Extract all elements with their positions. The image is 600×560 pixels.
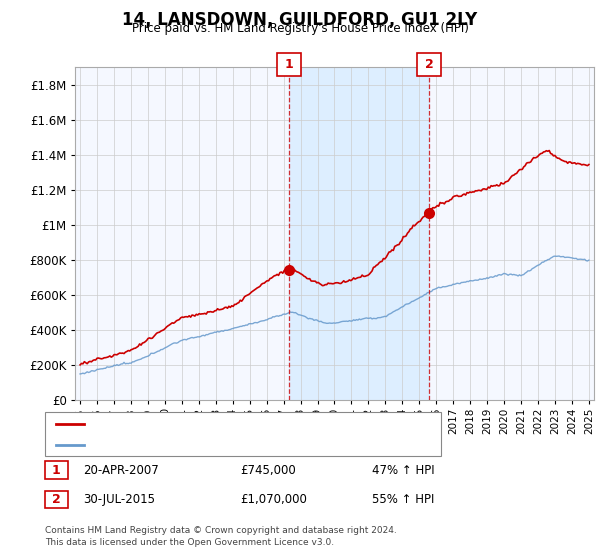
Bar [289, 67, 429, 400]
Text: 1: 1 [284, 58, 293, 71]
Text: £745,000: £745,000 [240, 464, 296, 477]
Text: 14, LANSDOWN, GUILDFORD, GU1 2LY (detached house): 14, LANSDOWN, GUILDFORD, GU1 2LY (detach… [90, 419, 384, 429]
Text: £1,070,000: £1,070,000 [240, 493, 307, 506]
Text: HPI: Average price, detached house, Guildford: HPI: Average price, detached house, Guil… [90, 440, 331, 450]
Text: 2: 2 [52, 493, 61, 506]
Text: 2: 2 [425, 58, 434, 71]
Text: 1: 1 [52, 464, 61, 477]
Text: 30-JUL-2015: 30-JUL-2015 [83, 493, 155, 506]
Text: 47% ↑ HPI: 47% ↑ HPI [372, 464, 434, 477]
Text: Contains HM Land Registry data © Crown copyright and database right 2024.
This d: Contains HM Land Registry data © Crown c… [45, 526, 397, 547]
Text: Price paid vs. HM Land Registry's House Price Index (HPI): Price paid vs. HM Land Registry's House … [131, 22, 469, 35]
Text: 55% ↑ HPI: 55% ↑ HPI [372, 493, 434, 506]
Text: 20-APR-2007: 20-APR-2007 [83, 464, 158, 477]
Text: 14, LANSDOWN, GUILDFORD, GU1 2LY: 14, LANSDOWN, GUILDFORD, GU1 2LY [122, 11, 478, 29]
